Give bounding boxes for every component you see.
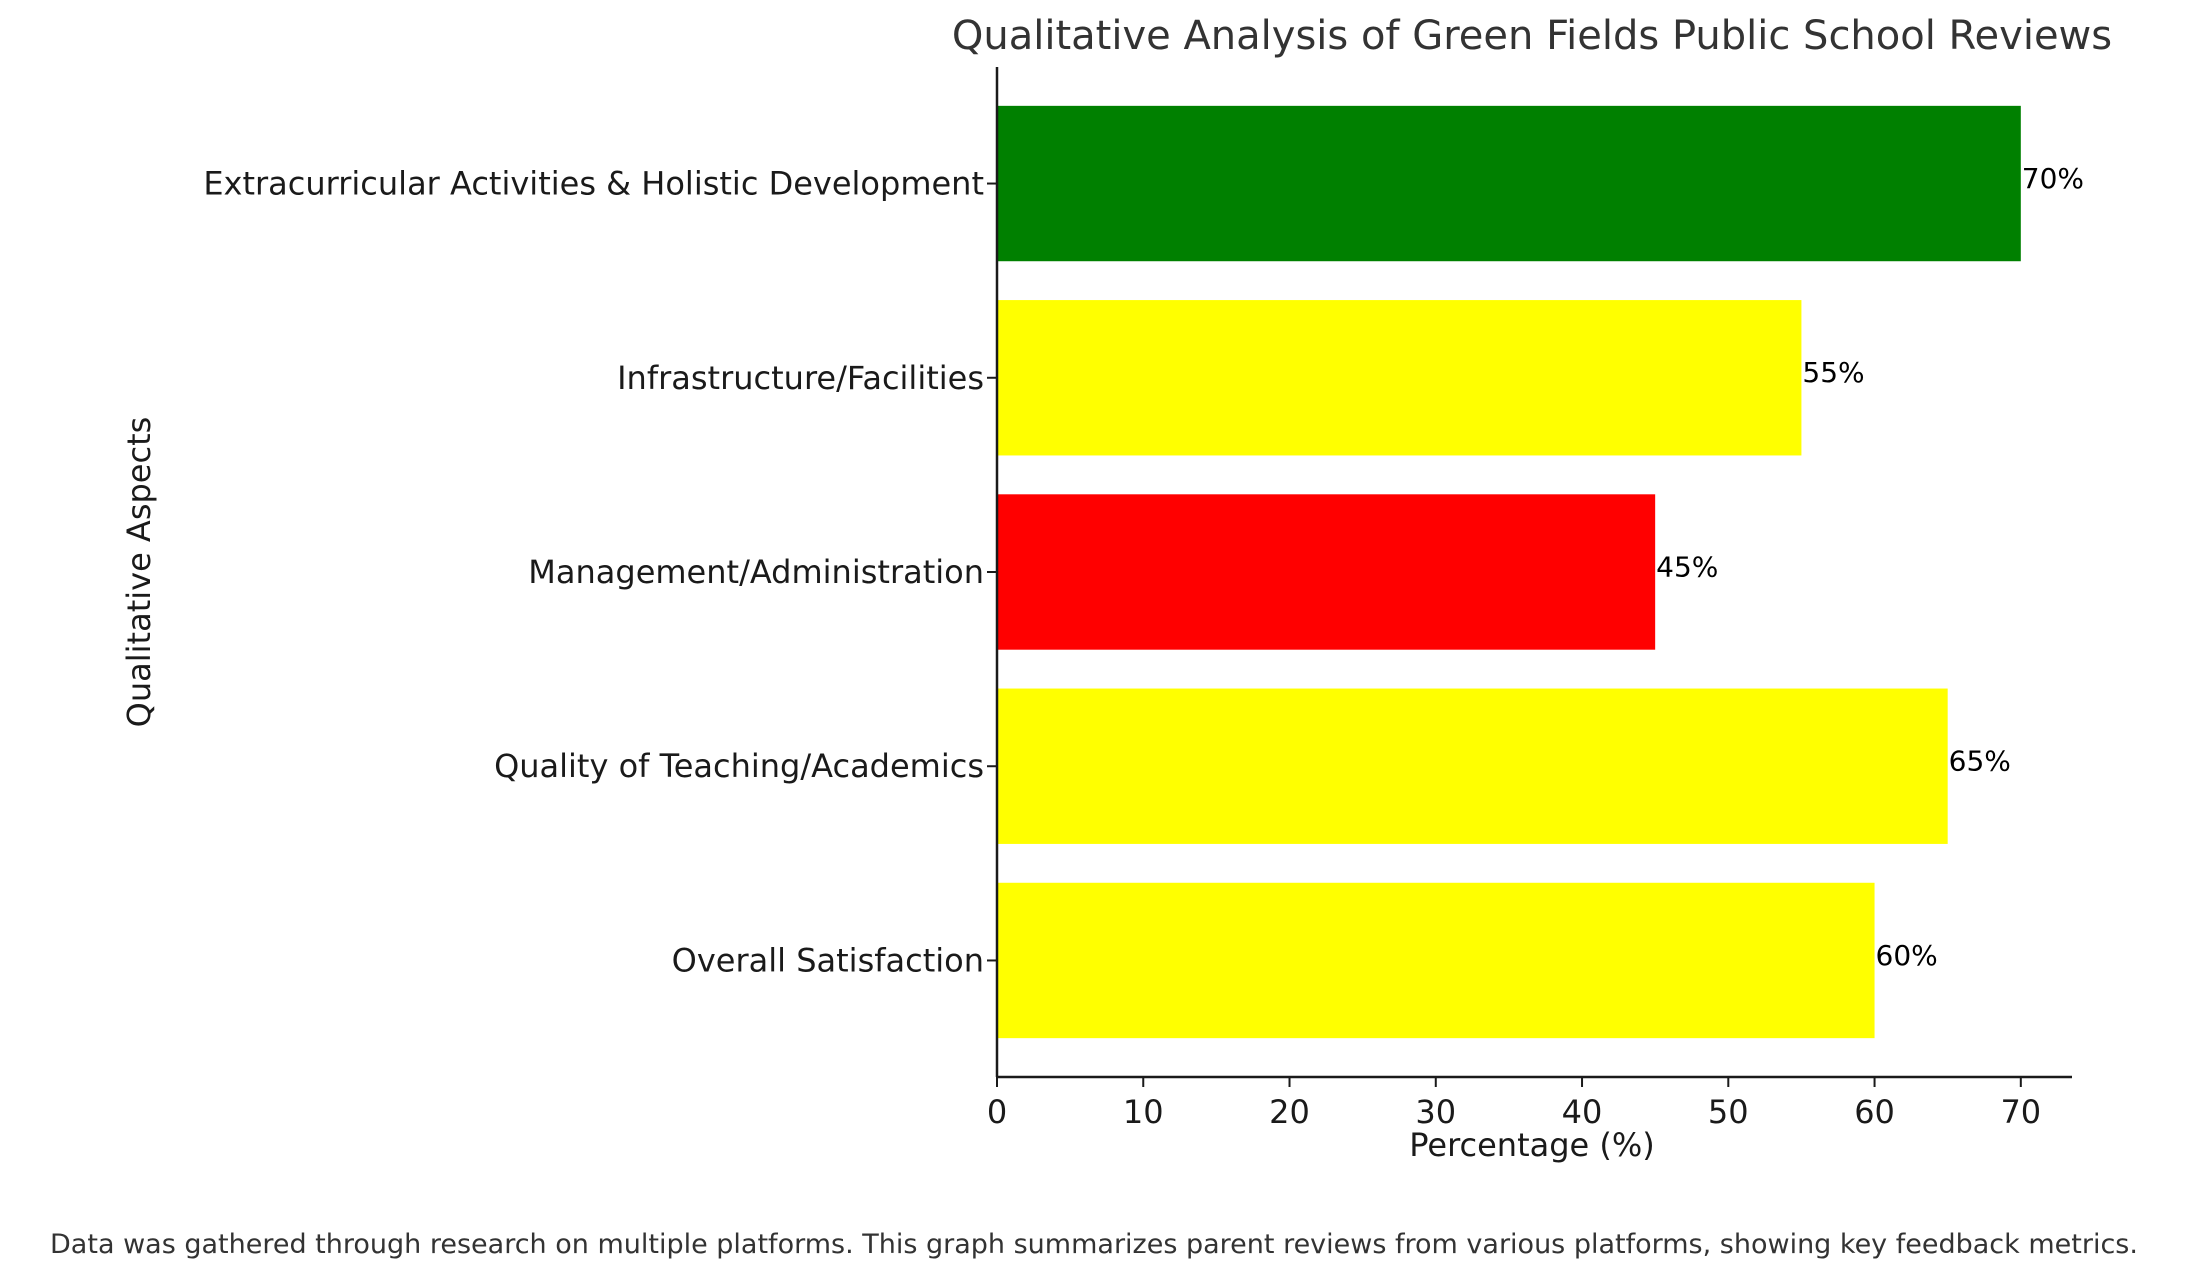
x-tick-label: 0	[987, 1093, 1007, 1131]
x-tick-label: 30	[1415, 1093, 1456, 1131]
x-tick-label: 10	[1123, 1093, 1164, 1131]
footnote: Data was gathered through research on mu…	[50, 1229, 2138, 1260]
x-axis-label: Percentage (%)	[1409, 1126, 1655, 1164]
bar-management-administration	[997, 494, 1656, 650]
category-label-quality-of-teaching-academics: Quality of Teaching/Academics	[494, 747, 984, 785]
x-tick-label: 50	[1708, 1093, 1749, 1131]
value-label-quality-of-teaching-academics: 65%	[1949, 745, 2011, 778]
x-tick-label: 40	[1562, 1093, 1603, 1131]
category-label-overall-satisfaction: Overall Satisfaction	[672, 941, 984, 979]
bar-quality-of-teaching-academics	[997, 688, 1948, 844]
value-label-management-administration: 45%	[1656, 550, 1718, 583]
x-tick-label: 20	[1269, 1093, 1310, 1131]
y-ticks: Overall Satisfaction Quality of Teaching/…	[203, 165, 997, 979]
bar-extracurricular-activities-holistic-development	[997, 105, 2021, 262]
chart-title: Qualitative Analysis of Green Fields Pub…	[952, 13, 2112, 59]
x-tick-label: 70	[2000, 1093, 2041, 1131]
data-labels: 60% 65% 45% 55% 70%	[1656, 162, 2084, 972]
value-label-infrastructure-facilities: 55%	[1802, 356, 1864, 389]
x-ticks: 0 10 20 30 40 50 60 70	[987, 1077, 2041, 1131]
category-label-infrastructure-facilities: Infrastructure/Facilities	[617, 359, 984, 397]
value-label-extracurricular-activities-holistic-development: 70%	[2022, 162, 2084, 195]
y-axis-label: Qualitative Aspects	[120, 417, 158, 728]
value-label-overall-satisfaction: 60%	[1876, 939, 1938, 972]
bars-layer	[997, 105, 2021, 1039]
bar-infrastructure-facilities	[997, 300, 1802, 456]
bar-overall-satisfaction	[997, 882, 1875, 1039]
x-tick-label: 60	[1854, 1093, 1895, 1131]
category-label-management-administration: Management/Administration	[528, 553, 984, 591]
category-label-extracurricular-activities-holistic-development: Extracurricular Activities & Holistic De…	[203, 165, 984, 203]
